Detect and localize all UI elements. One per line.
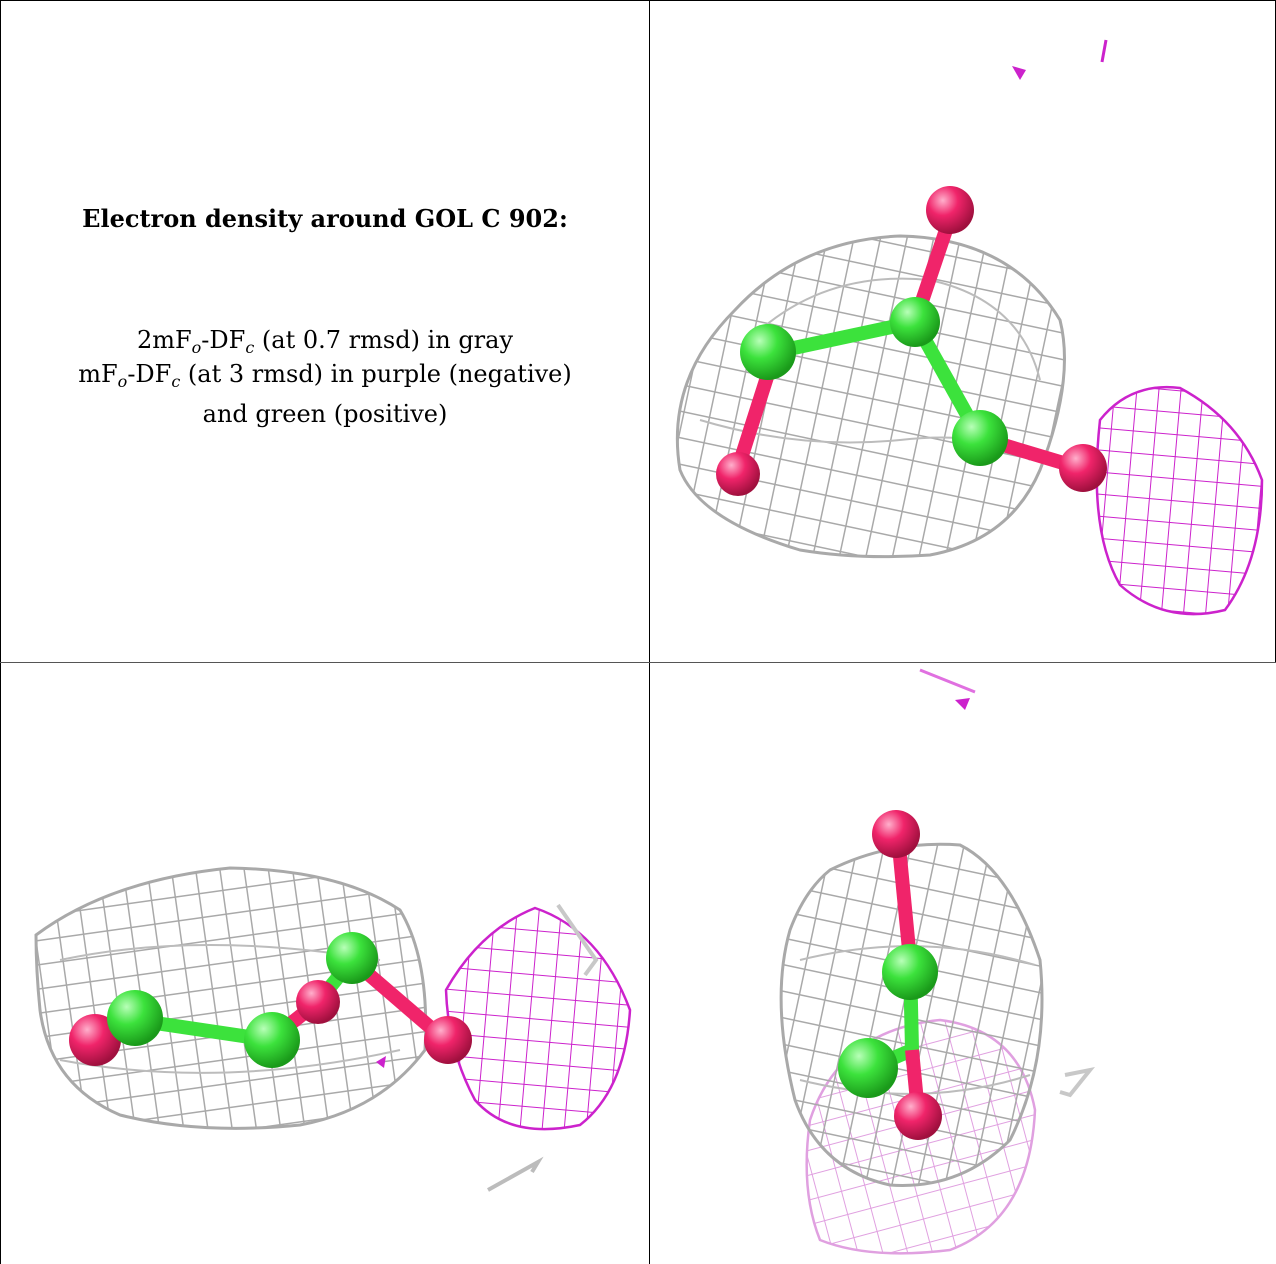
divider-vertical [649, 0, 650, 1264]
view-bottom-right [779, 668, 1095, 1255]
mesh-purple-view1 [1095, 385, 1264, 616]
oxygen-atom [716, 452, 760, 496]
caption-line-purple: mFo-DFc (at 3 rmsd) in purple (negative) [0, 358, 650, 398]
oxygen-atom [894, 1092, 942, 1140]
divider-horizontal [0, 662, 1276, 663]
caption-text: -DF [127, 360, 172, 388]
mesh-fragment [556, 903, 599, 977]
mesh-fragment [1100, 39, 1108, 63]
caption-sub: c [245, 338, 255, 357]
caption-text: -DF [201, 326, 246, 354]
carbon-atom [107, 990, 163, 1046]
molecule-view3 [838, 810, 942, 1140]
caption-text: (at 3 rmsd) in purple (negative) [180, 360, 572, 388]
caption-text: mF [78, 360, 118, 388]
mesh-fragment [955, 698, 970, 710]
oxygen-atom [69, 1014, 121, 1066]
oxygen-atom [424, 1016, 472, 1064]
caption-panel: Electron density around GOL C 902: 2mFo-… [0, 0, 650, 662]
caption-sub: o [117, 372, 128, 391]
caption-text: (at 0.7 rmsd) in gray [254, 326, 514, 354]
mesh-fragment [1012, 66, 1026, 80]
oxygen-atom [1059, 444, 1107, 492]
caption-line-gray: 2mFo-DFc (at 0.7 rmsd) in gray [0, 324, 650, 364]
carbon-atom [882, 944, 938, 1000]
mesh-fragment [919, 668, 976, 694]
carbon-atom [326, 932, 378, 984]
molecule-view2 [69, 932, 472, 1068]
caption-sub: o [191, 338, 202, 357]
caption-sub: c [171, 372, 181, 391]
carbon-atom [952, 410, 1008, 466]
oxygen-atom [872, 810, 920, 858]
mesh-fragment [487, 1156, 544, 1192]
caption-text: 2mF [136, 326, 192, 354]
caption-line-green: and green (positive) [202, 400, 448, 428]
molecule-view1 [716, 186, 1107, 496]
border-left [0, 0, 1, 1264]
border-top [0, 0, 1276, 1]
caption-title: Electron density around GOL C 902: [82, 204, 568, 233]
oxygen-atom [296, 980, 340, 1024]
oxygen-atom [926, 186, 974, 234]
mesh-gray-view2 [34, 866, 428, 1130]
carbon-atom [838, 1038, 898, 1098]
mesh-gray-view1 [675, 234, 1066, 559]
carbon-atom [244, 1012, 300, 1068]
carbon-atom [890, 297, 940, 347]
mesh-purple-view2 [444, 906, 632, 1131]
carbon-atom [740, 324, 796, 380]
view-top-right [675, 39, 1264, 616]
mesh-fragment [376, 1056, 386, 1068]
mesh-fragment [1059, 1066, 1095, 1098]
view-bottom-left [34, 866, 632, 1192]
